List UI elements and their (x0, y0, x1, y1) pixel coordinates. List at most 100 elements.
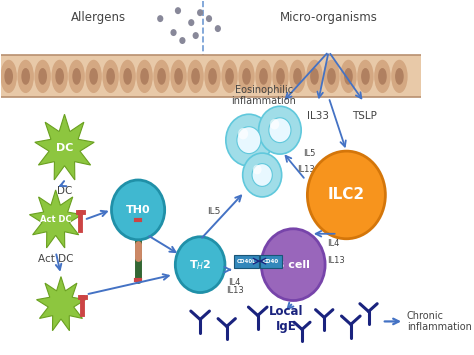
Ellipse shape (396, 69, 403, 84)
Text: ILC2: ILC2 (328, 187, 365, 202)
Ellipse shape (243, 69, 250, 84)
Ellipse shape (328, 69, 335, 84)
Ellipse shape (1, 60, 16, 92)
Text: TSLP: TSLP (352, 111, 376, 121)
Circle shape (253, 165, 262, 174)
Text: CD40L: CD40L (237, 259, 256, 264)
Ellipse shape (86, 60, 101, 92)
Ellipse shape (226, 69, 233, 84)
Ellipse shape (107, 69, 114, 84)
Ellipse shape (345, 69, 352, 84)
Ellipse shape (73, 69, 80, 84)
Text: B cell: B cell (276, 260, 310, 270)
Text: CD40: CD40 (263, 259, 279, 264)
Circle shape (197, 9, 203, 16)
Ellipse shape (188, 60, 203, 92)
Text: DC: DC (57, 186, 72, 196)
Circle shape (215, 25, 221, 32)
Ellipse shape (52, 60, 67, 92)
Ellipse shape (120, 60, 135, 92)
Ellipse shape (256, 60, 271, 92)
Polygon shape (36, 277, 85, 331)
Text: IL13: IL13 (226, 285, 244, 295)
Text: Eosinophilic
inflammation: Eosinophilic inflammation (231, 85, 296, 106)
Ellipse shape (341, 60, 356, 92)
Bar (0, 55, 421, 97)
Ellipse shape (137, 60, 152, 92)
Ellipse shape (192, 69, 199, 84)
Ellipse shape (392, 60, 407, 92)
Circle shape (270, 119, 279, 130)
Ellipse shape (222, 60, 237, 92)
Text: Act DC: Act DC (40, 215, 72, 224)
Circle shape (175, 237, 225, 293)
Circle shape (157, 15, 164, 22)
Ellipse shape (175, 69, 182, 84)
Text: IL5: IL5 (207, 207, 220, 216)
Ellipse shape (379, 69, 386, 84)
Circle shape (243, 153, 282, 197)
Text: T$_H$2: T$_H$2 (189, 258, 211, 272)
Polygon shape (35, 114, 94, 180)
Circle shape (252, 164, 272, 186)
Ellipse shape (273, 60, 288, 92)
Ellipse shape (124, 69, 131, 84)
Ellipse shape (205, 60, 220, 92)
Ellipse shape (362, 69, 369, 84)
Ellipse shape (290, 60, 305, 92)
Ellipse shape (171, 60, 186, 92)
Bar (234, 255, 259, 268)
Circle shape (206, 15, 212, 22)
Text: IL13: IL13 (298, 165, 315, 174)
Circle shape (175, 7, 181, 14)
Circle shape (179, 37, 185, 44)
Text: Local
IgE: Local IgE (269, 305, 303, 333)
Ellipse shape (39, 69, 46, 84)
Circle shape (307, 151, 385, 239)
Ellipse shape (141, 69, 148, 84)
Ellipse shape (375, 60, 390, 92)
Text: Chronic
inflammation: Chronic inflammation (407, 311, 472, 332)
Ellipse shape (154, 60, 169, 92)
Circle shape (171, 29, 177, 36)
Circle shape (111, 180, 164, 240)
Ellipse shape (56, 69, 63, 84)
Ellipse shape (90, 69, 97, 84)
Text: TH0: TH0 (126, 205, 150, 215)
Ellipse shape (277, 69, 284, 84)
Text: IL5: IL5 (303, 149, 315, 158)
Circle shape (226, 114, 272, 166)
Ellipse shape (307, 60, 322, 92)
Ellipse shape (209, 69, 216, 84)
Bar (260, 255, 282, 268)
Ellipse shape (239, 60, 254, 92)
Text: DC: DC (56, 143, 73, 153)
Ellipse shape (260, 69, 267, 84)
Circle shape (192, 32, 199, 39)
Ellipse shape (311, 69, 318, 84)
Text: Allergens: Allergens (71, 11, 126, 24)
Circle shape (259, 106, 301, 154)
Ellipse shape (103, 60, 118, 92)
Text: IL4: IL4 (327, 239, 339, 248)
Circle shape (261, 229, 325, 301)
Ellipse shape (158, 69, 165, 84)
Ellipse shape (35, 60, 50, 92)
Text: IL4: IL4 (228, 278, 241, 286)
Ellipse shape (294, 69, 301, 84)
Text: IL25: IL25 (272, 111, 293, 121)
Circle shape (238, 128, 248, 140)
Polygon shape (29, 190, 82, 248)
Ellipse shape (69, 60, 84, 92)
Ellipse shape (324, 60, 339, 92)
Circle shape (188, 19, 194, 26)
Ellipse shape (5, 69, 12, 84)
Text: IL33: IL33 (307, 111, 329, 121)
Text: Micro-organisms: Micro-organisms (280, 11, 378, 24)
Text: Act DC: Act DC (38, 254, 73, 264)
Circle shape (237, 127, 261, 154)
Circle shape (269, 118, 291, 143)
Text: IL13: IL13 (327, 256, 345, 265)
Ellipse shape (358, 60, 373, 92)
Ellipse shape (22, 69, 29, 84)
